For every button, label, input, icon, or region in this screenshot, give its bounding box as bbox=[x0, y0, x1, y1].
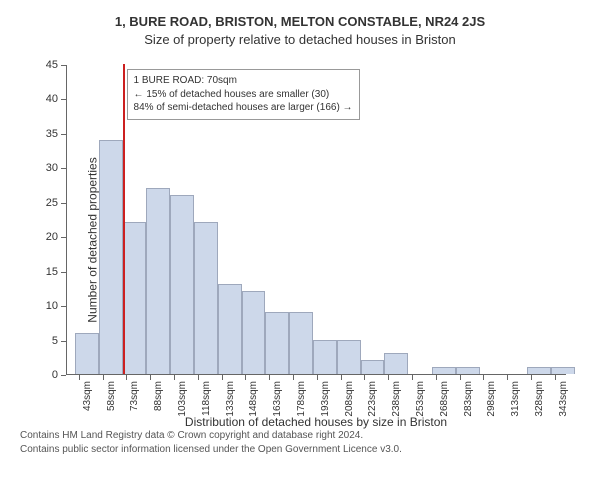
y-tick-label: 15 bbox=[46, 266, 58, 278]
x-tick-label: 223sqm bbox=[367, 381, 378, 417]
annotation-line: 1 BURE ROAD: 70sqm bbox=[134, 74, 353, 88]
x-tick-label: 43sqm bbox=[82, 381, 93, 411]
histogram-chart: Number of detached properties 0510152025… bbox=[28, 55, 588, 425]
x-tick bbox=[126, 375, 127, 380]
x-tick-label: 133sqm bbox=[225, 381, 236, 417]
x-tick bbox=[555, 375, 556, 380]
x-tick bbox=[198, 375, 199, 380]
x-tick-label: 343sqm bbox=[558, 381, 569, 417]
footer-line-2: Contains public sector information licen… bbox=[20, 443, 590, 457]
histogram-bar bbox=[313, 340, 337, 374]
y-tick-label: 30 bbox=[46, 162, 58, 174]
x-tick-label: 193sqm bbox=[320, 381, 331, 417]
x-tick bbox=[245, 375, 246, 380]
x-tick-label: 103sqm bbox=[177, 381, 188, 417]
histogram-bar bbox=[289, 312, 313, 374]
chart-subtitle: Size of property relative to detached ho… bbox=[10, 32, 590, 47]
x-tick bbox=[507, 375, 508, 380]
x-tick-label: 148sqm bbox=[248, 381, 259, 417]
x-tick bbox=[103, 375, 104, 380]
x-tick bbox=[150, 375, 151, 380]
x-tick-label: 328sqm bbox=[534, 381, 545, 417]
y-tick-label: 5 bbox=[52, 335, 58, 347]
plot-area: 1 BURE ROAD: 70sqm← 15% of detached hous… bbox=[66, 65, 566, 375]
y-tick-label: 0 bbox=[52, 369, 58, 381]
x-tick-label: 118sqm bbox=[201, 381, 212, 416]
footer-attribution: Contains HM Land Registry data © Crown c… bbox=[20, 429, 590, 456]
x-tick bbox=[364, 375, 365, 380]
histogram-bar bbox=[170, 195, 194, 374]
x-tick bbox=[269, 375, 270, 380]
x-axis-label: Distribution of detached houses by size … bbox=[66, 415, 566, 429]
x-tick-label: 283sqm bbox=[463, 381, 474, 417]
y-tick-label: 45 bbox=[46, 59, 58, 71]
histogram-bar bbox=[242, 291, 266, 374]
histogram-bar bbox=[527, 367, 551, 374]
histogram-bar bbox=[551, 367, 575, 374]
x-tick-label: 163sqm bbox=[272, 381, 283, 417]
histogram-bar bbox=[337, 340, 361, 374]
histogram-bar bbox=[218, 284, 242, 374]
page-title: 1, BURE ROAD, BRISTON, MELTON CONSTABLE,… bbox=[10, 14, 590, 29]
y-tick-label: 40 bbox=[46, 93, 58, 105]
annotation-line: ← 15% of detached houses are smaller (30… bbox=[134, 88, 353, 102]
x-tick-label: 58sqm bbox=[106, 381, 117, 411]
x-tick bbox=[79, 375, 80, 380]
reference-line bbox=[123, 64, 125, 374]
x-tick bbox=[531, 375, 532, 380]
x-tick bbox=[174, 375, 175, 380]
histogram-bar bbox=[432, 367, 456, 374]
x-tick bbox=[460, 375, 461, 380]
histogram-bar bbox=[123, 222, 147, 374]
histogram-bar bbox=[265, 312, 289, 374]
x-tick bbox=[317, 375, 318, 380]
y-tick-label: 25 bbox=[46, 197, 58, 209]
histogram-bar bbox=[456, 367, 480, 374]
footer-line-1: Contains HM Land Registry data © Crown c… bbox=[20, 429, 590, 443]
x-tick bbox=[436, 375, 437, 380]
x-tick-label: 313sqm bbox=[510, 381, 521, 417]
x-tick-label: 253sqm bbox=[415, 381, 426, 417]
x-tick-label: 208sqm bbox=[344, 381, 355, 417]
x-tick-label: 268sqm bbox=[439, 381, 450, 417]
y-axis-ticks: 051015202530354045 bbox=[28, 65, 66, 375]
x-tick bbox=[222, 375, 223, 380]
histogram-bar bbox=[146, 188, 170, 374]
y-tick-label: 10 bbox=[46, 300, 58, 312]
annotation-line: 84% of semi-detached houses are larger (… bbox=[134, 101, 353, 115]
y-tick-label: 35 bbox=[46, 128, 58, 140]
y-tick-label: 20 bbox=[46, 231, 58, 243]
x-tick-label: 298sqm bbox=[486, 381, 497, 417]
histogram-bar bbox=[194, 222, 218, 374]
x-tick bbox=[388, 375, 389, 380]
histogram-bar bbox=[384, 353, 408, 374]
x-tick bbox=[341, 375, 342, 380]
x-tick-label: 238sqm bbox=[391, 381, 402, 417]
histogram-bar bbox=[75, 333, 99, 374]
x-tick-label: 88sqm bbox=[153, 381, 164, 411]
x-tick-label: 73sqm bbox=[129, 381, 140, 411]
annotation-box: 1 BURE ROAD: 70sqm← 15% of detached hous… bbox=[127, 69, 360, 120]
x-tick-label: 178sqm bbox=[296, 381, 307, 417]
x-tick bbox=[412, 375, 413, 380]
x-tick bbox=[293, 375, 294, 380]
x-tick bbox=[483, 375, 484, 380]
histogram-bar bbox=[361, 360, 385, 374]
histogram-bar bbox=[99, 140, 123, 374]
